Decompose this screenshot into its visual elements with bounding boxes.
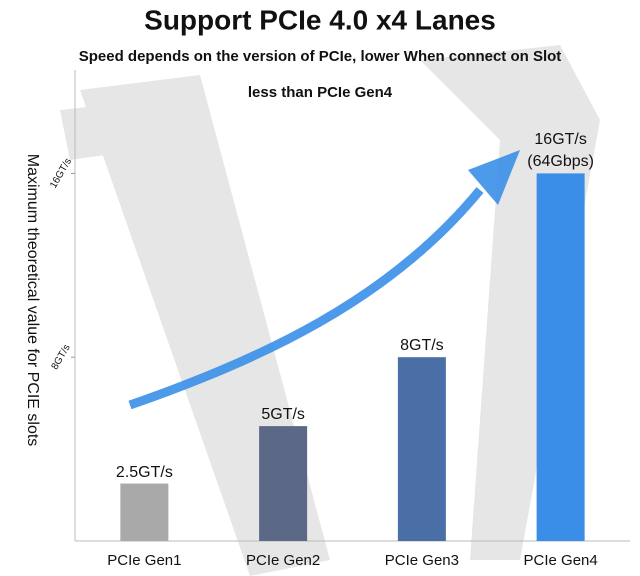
value-label: 5GT/s bbox=[261, 406, 305, 424]
value-label-box: 8GT/s bbox=[400, 337, 444, 355]
y-axis-label: Maximum theoretical value for PCIE slots bbox=[24, 154, 41, 447]
bar bbox=[536, 173, 585, 541]
subtitle: Speed depends on the version of PCIe, lo… bbox=[79, 48, 562, 65]
value-label: 8GT/s bbox=[400, 337, 444, 355]
value-label-box: 2.5GT/s bbox=[115, 463, 173, 481]
bar bbox=[120, 483, 169, 541]
bar bbox=[259, 426, 308, 541]
trend-arrow bbox=[128, 187, 484, 410]
trend-arrow-head bbox=[468, 150, 520, 205]
y-tick-label: 8GT/s bbox=[50, 343, 73, 372]
value-label-box: 16GT/s (64Gbps) bbox=[527, 131, 594, 171]
x-tick-label: PCIe Gen4 bbox=[524, 552, 598, 569]
value-label: 16GT/s (64Gbps) bbox=[527, 131, 594, 171]
value-label: 2.5GT/s bbox=[115, 463, 173, 481]
x-tick-label: PCIe Gen3 bbox=[385, 552, 459, 569]
x-tick-label: PCIe Gen1 bbox=[107, 552, 181, 569]
value-label-box: 5GT/s bbox=[261, 406, 305, 424]
subtitle: less than PCIe Gen4 bbox=[248, 84, 393, 101]
bar bbox=[397, 357, 446, 541]
y-tick-label: 16GT/s bbox=[48, 157, 74, 191]
x-tick-label: PCIe Gen2 bbox=[246, 552, 320, 569]
chart-title: Support PCIe 4.0 x4 Lanes bbox=[144, 4, 496, 35]
